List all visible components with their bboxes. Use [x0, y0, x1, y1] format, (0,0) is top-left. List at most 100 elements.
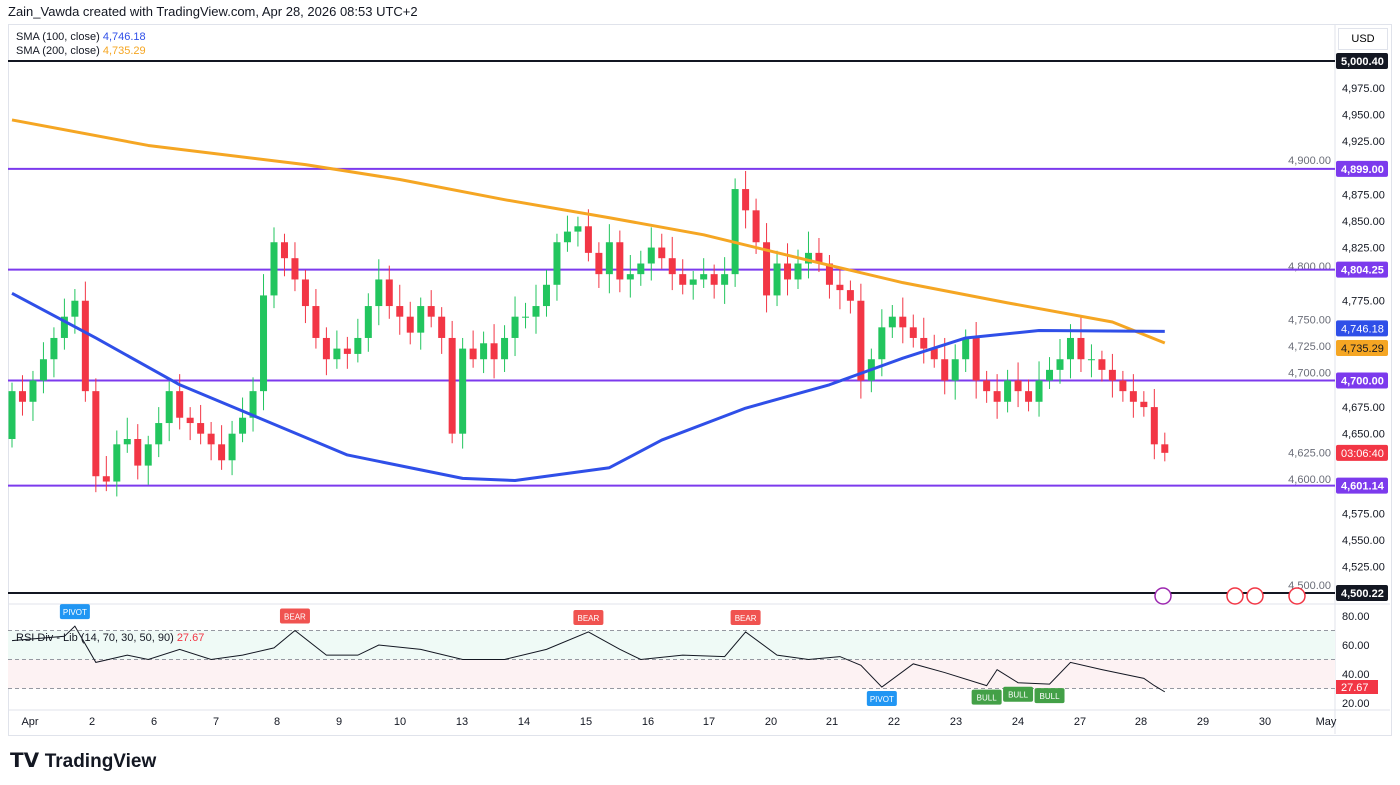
tradingview-logo[interactable]: 𝗧𝗩 TradingView [10, 748, 156, 773]
rsi-lower-band [8, 659, 1335, 689]
candle-body [542, 284, 550, 307]
candle-body [825, 263, 833, 285]
rsi-tick-label: 60.00 [1342, 640, 1370, 652]
candle-body [417, 306, 425, 333]
candle-body [60, 316, 68, 338]
candle-body [427, 306, 435, 317]
price-label-box [1336, 372, 1388, 389]
candle-body [333, 348, 341, 360]
sma200-legend[interactable]: SMA (200, close) 4,735.29 [16, 44, 146, 58]
candle-body [668, 258, 676, 275]
candle-body [532, 306, 540, 317]
rsi-label: RSI Div - Lib (14, 70, 30, 50, 90) [16, 632, 174, 644]
time-tick-label: May [1316, 716, 1337, 728]
candle-body [1098, 359, 1106, 370]
price-tick-label: 4,700.00 [1288, 368, 1331, 380]
time-tick-label: 10 [394, 716, 406, 728]
candle-body [1140, 401, 1148, 408]
sma100-value: 4,746.18 [102, 31, 146, 43]
candle-body [406, 316, 414, 333]
sma200-value: 4,735.29 [102, 45, 146, 57]
candle-body [186, 417, 194, 424]
rsi-signal-label: BULL [1040, 692, 1061, 701]
candle-body [39, 359, 47, 381]
candle-body [658, 247, 666, 259]
candle-body [752, 210, 760, 243]
price-tick-label: 4,800.00 [1288, 261, 1331, 273]
price-tag-box [1336, 444, 1388, 461]
rsi-signal-badge [971, 689, 1002, 705]
time-tick-label: 21 [826, 716, 838, 728]
candle-body [563, 231, 571, 243]
price-tag-box [1336, 339, 1388, 356]
candle-body [176, 391, 184, 418]
candle-body [312, 306, 320, 338]
time-tick-label: 6 [151, 716, 157, 728]
rsi-signal-badge [279, 608, 310, 624]
candle-body [700, 274, 708, 280]
time-tick-label: Apr [21, 716, 38, 728]
logo-text: TradingView [44, 751, 157, 772]
candle-body [1119, 380, 1127, 392]
candle-body [616, 242, 624, 280]
attribution: Zain_Vawda created with TradingView.com,… [8, 4, 418, 19]
candle-body [742, 189, 750, 211]
sma200-line [11, 118, 1166, 345]
price-label-box [1336, 53, 1388, 69]
candle-body [81, 300, 89, 392]
candle-body [689, 279, 697, 285]
price-tick-label: 4,725.00 [1288, 341, 1331, 353]
candle-body [480, 343, 488, 360]
rsi-signal-badge [730, 609, 761, 625]
candle-body [721, 274, 729, 285]
time-tick-label: 22 [888, 716, 900, 728]
candle-body [343, 348, 351, 354]
sma100-legend[interactable]: SMA (100, close) 4,746.18 [16, 30, 146, 44]
rsi-tick-label: 20.00 [1342, 698, 1370, 710]
price-tick-label: 4,775.00 [1342, 296, 1385, 308]
candle-body [165, 391, 173, 424]
candle-body [1056, 359, 1064, 370]
candle-body [501, 337, 509, 360]
rsi-signal-label: BEAR [284, 613, 306, 622]
time-tick-label: 8 [274, 716, 280, 728]
candle-body [888, 316, 896, 328]
currency-selector[interactable]: USD [1338, 28, 1388, 50]
price-tick-label: 4,675.00 [1342, 402, 1385, 414]
candle-body [857, 300, 865, 381]
candle-body [322, 337, 330, 360]
candle-body [763, 242, 771, 296]
price-tick-label: 4,550.00 [1342, 535, 1385, 547]
price-tag-label: 4,735.29 [1341, 343, 1384, 355]
candle-body [490, 343, 498, 360]
rsi-signal-badge [1034, 688, 1065, 704]
candle-body [448, 337, 456, 434]
time-tick-label: 13 [456, 716, 468, 728]
candle-body [1014, 380, 1022, 392]
rsi-legend[interactable]: RSI Div - Lib (14, 70, 30, 50, 90) 27.67 [16, 632, 204, 644]
sma100-line [11, 291, 1165, 482]
candle-body [710, 274, 718, 285]
sma100-label: SMA (100, close) [16, 31, 100, 43]
candle-body [228, 433, 236, 461]
rsi-signal-badge [573, 609, 604, 625]
price-tick-label: 4,875.00 [1342, 189, 1385, 201]
time-tick-label: 15 [580, 716, 592, 728]
candle-body [1066, 337, 1074, 360]
us-flag-event-icon [1246, 587, 1264, 605]
rsi-value-label: 27.67 [1341, 682, 1369, 694]
candle-body [522, 316, 530, 318]
candle-body [197, 423, 205, 434]
price-tick-label: 4,925.00 [1342, 136, 1385, 148]
candle-body [846, 290, 854, 301]
candle-body [1150, 407, 1158, 445]
rsi-line [11, 625, 1166, 693]
candle-body [249, 391, 257, 418]
candle-body [270, 242, 278, 296]
bolt-event-icon [1154, 587, 1172, 605]
candle-body [626, 274, 634, 280]
rsi-signal-label: PIVOT [870, 695, 894, 704]
time-tick-label: 16 [642, 716, 654, 728]
rsi-tick-label: 80.00 [1342, 611, 1370, 623]
